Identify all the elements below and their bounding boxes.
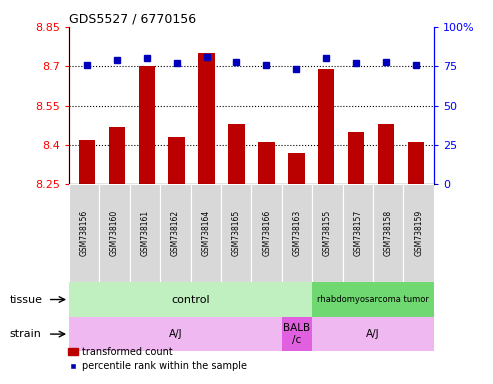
Bar	[228, 124, 245, 184]
Text: GSM738166: GSM738166	[262, 210, 271, 257]
Bar	[288, 153, 305, 184]
Bar	[139, 66, 155, 184]
Text: GDS5527 / 6770156: GDS5527 / 6770156	[69, 13, 196, 26]
Text: control: control	[171, 295, 210, 305]
Bar	[69, 184, 100, 282]
Legend: transformed count, percentile rank within the sample: transformed count, percentile rank withi…	[64, 343, 251, 375]
Bar	[198, 53, 215, 184]
Text: A/J: A/J	[169, 329, 182, 339]
Text: GSM738163: GSM738163	[292, 210, 302, 257]
Text: GSM738158: GSM738158	[384, 210, 393, 257]
Bar	[169, 137, 185, 184]
Text: GSM738157: GSM738157	[353, 210, 362, 257]
Bar	[160, 184, 191, 282]
Text: GSM738165: GSM738165	[232, 210, 241, 257]
Bar	[282, 184, 312, 282]
Text: GSM738164: GSM738164	[201, 210, 211, 257]
Bar	[69, 317, 282, 351]
Bar	[100, 184, 130, 282]
Bar	[108, 127, 125, 184]
Bar	[251, 184, 282, 282]
Bar	[191, 184, 221, 282]
Bar	[79, 140, 95, 184]
Bar	[373, 184, 403, 282]
Text: BALB
/c: BALB /c	[283, 323, 311, 345]
Bar	[282, 317, 312, 351]
Bar	[130, 184, 160, 282]
Bar	[312, 317, 434, 351]
Bar	[69, 282, 312, 317]
Bar	[378, 124, 394, 184]
Bar	[408, 142, 424, 184]
Text: tissue: tissue	[10, 295, 43, 305]
Bar	[403, 184, 434, 282]
Text: GSM738156: GSM738156	[80, 210, 89, 257]
Text: GSM738162: GSM738162	[171, 210, 180, 257]
Bar	[343, 184, 373, 282]
Text: A/J: A/J	[366, 329, 380, 339]
Bar	[312, 282, 434, 317]
Bar	[258, 142, 275, 184]
Bar	[318, 69, 334, 184]
Bar	[348, 132, 364, 184]
Bar	[312, 184, 343, 282]
Text: GSM738161: GSM738161	[141, 210, 149, 257]
Text: rhabdomyosarcoma tumor: rhabdomyosarcoma tumor	[317, 295, 429, 304]
Text: GSM738155: GSM738155	[323, 210, 332, 257]
Bar	[221, 184, 251, 282]
Text: GSM738159: GSM738159	[414, 210, 423, 257]
Text: strain: strain	[10, 329, 42, 339]
Text: GSM738160: GSM738160	[110, 210, 119, 257]
